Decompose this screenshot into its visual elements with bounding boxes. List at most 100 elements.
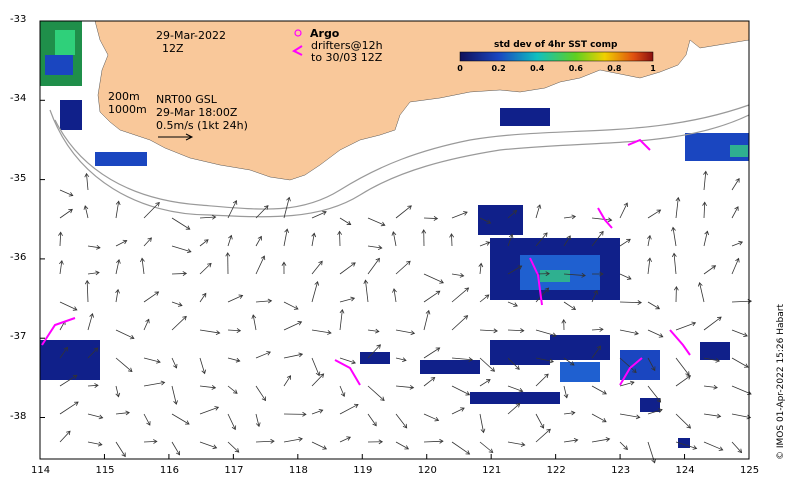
current-vector-head <box>593 289 598 295</box>
current-vector-head <box>735 177 740 183</box>
current-vector-head <box>513 302 518 307</box>
current-scale-label: 0.5m/s (1kt 24h) <box>156 119 248 132</box>
current-vector <box>423 347 440 359</box>
current-vector-head <box>449 233 455 238</box>
current-vector-head <box>145 318 150 324</box>
current-vector <box>311 373 324 387</box>
current-vector-head <box>204 239 209 244</box>
current-vector <box>507 385 523 392</box>
current-vector <box>507 403 521 415</box>
current-vector <box>367 258 380 275</box>
current-vector <box>451 385 470 396</box>
current-vector-head <box>350 296 356 302</box>
current-vector-head <box>549 358 554 364</box>
current-vector-head <box>651 458 656 464</box>
current-vector-head <box>378 439 384 445</box>
current-vector-head <box>626 238 631 244</box>
current-vector <box>451 287 469 303</box>
current-vector <box>395 413 408 429</box>
current-vector-head <box>623 445 628 451</box>
credit-text: © IMOS 01-Apr-2022 15:26 Habart <box>776 304 786 460</box>
colorbar <box>459 51 654 62</box>
current-vector-head <box>544 373 549 379</box>
current-vector <box>115 329 135 339</box>
current-vector-head <box>311 232 317 238</box>
current-vector <box>591 217 612 221</box>
current-vector-head <box>380 221 386 227</box>
current-vector-head <box>59 260 64 265</box>
current-vector <box>507 441 525 446</box>
current-vector <box>647 235 651 247</box>
current-vector <box>311 260 323 275</box>
current-vector-head <box>488 448 494 453</box>
current-vector-head <box>478 262 484 268</box>
current-vector-head <box>484 294 490 299</box>
current-vector <box>619 273 632 280</box>
current-vector-head <box>155 201 160 207</box>
current-vector <box>451 407 465 415</box>
current-vector-head <box>353 403 359 409</box>
x-axis-tick-label: 120 <box>417 465 437 476</box>
current-vector <box>591 290 598 303</box>
current-vector <box>479 294 490 303</box>
x-axis-tick-label: 116 <box>159 465 179 476</box>
current-vector <box>731 329 748 337</box>
current-vector <box>535 357 554 363</box>
current-vector <box>675 322 696 331</box>
current-vector <box>451 357 473 361</box>
current-vector <box>507 265 522 275</box>
current-vector <box>339 309 343 331</box>
current-vector <box>255 255 265 275</box>
sst-patches <box>40 21 749 448</box>
current-vector <box>507 210 517 219</box>
current-vector-head <box>512 210 518 215</box>
current-vector <box>563 273 586 276</box>
current-vector-head <box>182 315 187 321</box>
current-vector-head <box>704 230 710 236</box>
current-vector-head <box>84 172 90 178</box>
current-vector <box>171 273 187 275</box>
current-vector-head <box>743 332 748 337</box>
current-vector <box>699 282 705 303</box>
current-vector <box>311 211 327 219</box>
argo-label: Argo <box>310 27 340 40</box>
current-vector-head <box>602 390 607 395</box>
current-vector-head <box>673 286 679 291</box>
current-vector-head <box>173 363 178 369</box>
current-vector-head <box>434 416 440 422</box>
current-vector <box>171 441 180 456</box>
y-axis-tick-label: -35 <box>10 172 27 184</box>
current-vector-head <box>718 446 724 451</box>
current-vector <box>367 329 379 332</box>
colorbar-tick: 0.8 <box>607 64 622 73</box>
current-vector <box>283 321 302 331</box>
current-vector-head <box>298 436 303 442</box>
current-vector <box>479 241 490 247</box>
drifter-legend-icon <box>291 45 303 56</box>
current-vector <box>115 412 130 415</box>
current-vector <box>703 385 718 389</box>
current-vector <box>143 413 151 426</box>
current-vector-head <box>97 441 103 447</box>
current-vector-head <box>297 321 303 326</box>
current-vector <box>703 202 706 219</box>
current-vector-head <box>121 452 126 458</box>
title-time: 12Z <box>162 42 184 55</box>
current-vector <box>563 216 576 219</box>
current-vector-head <box>697 281 703 287</box>
current-vector <box>199 216 216 219</box>
current-vector <box>479 329 498 332</box>
current-vector <box>86 173 89 191</box>
current-vector <box>283 375 291 387</box>
current-vector <box>395 357 407 361</box>
current-vector <box>619 381 635 387</box>
y-axis-tick-label: -37 <box>10 331 27 343</box>
current-vector-head <box>236 328 242 333</box>
drifters-label: drifters@12h <box>311 39 383 52</box>
current-vector <box>591 385 607 395</box>
current-vector-head <box>546 428 551 434</box>
current-vector-head <box>375 328 380 334</box>
current-vector-head <box>232 200 238 205</box>
current-vector <box>171 301 183 306</box>
